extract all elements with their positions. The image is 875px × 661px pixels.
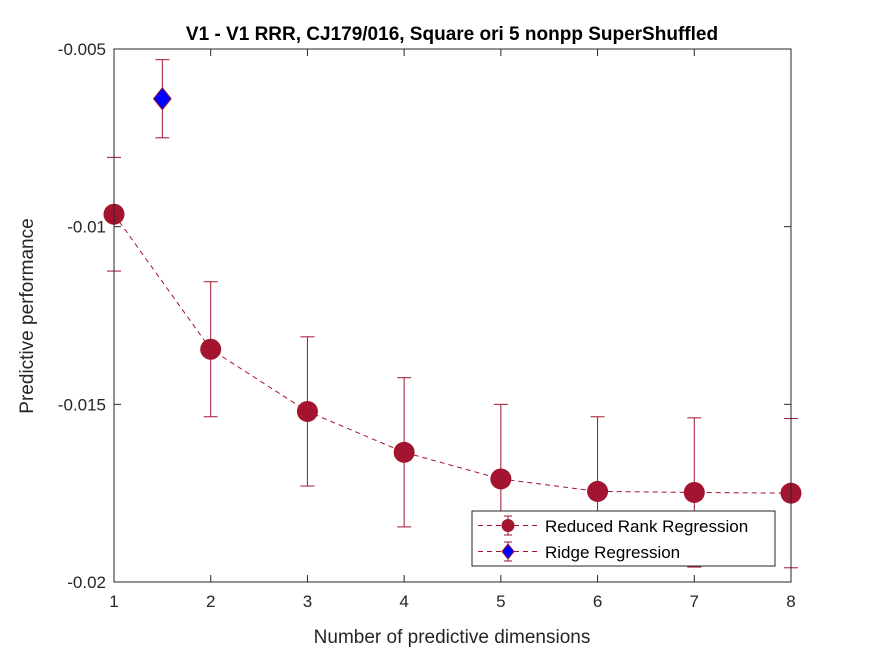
x-tick-label: 1 xyxy=(109,592,118,611)
y-axis-label: Predictive performance xyxy=(17,218,38,413)
x-tick-label: 4 xyxy=(399,592,408,611)
x-axis-label: Number of predictive dimensions xyxy=(314,627,591,648)
data-point xyxy=(393,441,415,463)
legend-entry-ridge: Ridge Regression xyxy=(478,541,680,562)
data-point xyxy=(587,480,609,502)
legend-marker-ridge xyxy=(501,543,515,560)
data-point xyxy=(200,338,222,360)
legend: Reduced Rank Regression Ridge Regression xyxy=(471,510,776,567)
data-point xyxy=(683,481,705,503)
legend-label-reduced-rank: Reduced Rank Regression xyxy=(545,517,748,536)
legend-label-ridge: Ridge Regression xyxy=(545,543,680,562)
x-tick-label: 5 xyxy=(496,592,505,611)
x-axis-ticks: 1 2 3 4 5 6 7 8 xyxy=(109,49,796,611)
plot-frame xyxy=(113,48,792,583)
legend-entry-reduced-rank: Reduced Rank Regression xyxy=(478,515,748,536)
x-tick-label: 3 xyxy=(303,592,312,611)
y-tick-label: -0.005 xyxy=(58,40,106,59)
legend-marker-reduced-rank xyxy=(501,519,515,532)
y-tick-label: -0.02 xyxy=(67,573,106,592)
y-tick-label: -0.01 xyxy=(67,218,106,237)
data-point xyxy=(490,468,512,490)
data-point xyxy=(152,86,172,111)
chart-title: V1 - V1 RRR, CJ179/016, Square ori 5 non… xyxy=(186,24,718,45)
y-tick-label: -0.015 xyxy=(58,395,106,414)
x-tick-label: 8 xyxy=(786,592,795,611)
data-point xyxy=(296,400,318,422)
legend-box xyxy=(471,510,776,567)
x-tick-label: 6 xyxy=(593,592,602,611)
y-axis-ticks: -0.02 -0.015 -0.01 -0.005 xyxy=(58,40,791,592)
x-tick-label: 2 xyxy=(206,592,215,611)
x-tick-label: 7 xyxy=(690,592,699,611)
series-line xyxy=(113,213,792,494)
